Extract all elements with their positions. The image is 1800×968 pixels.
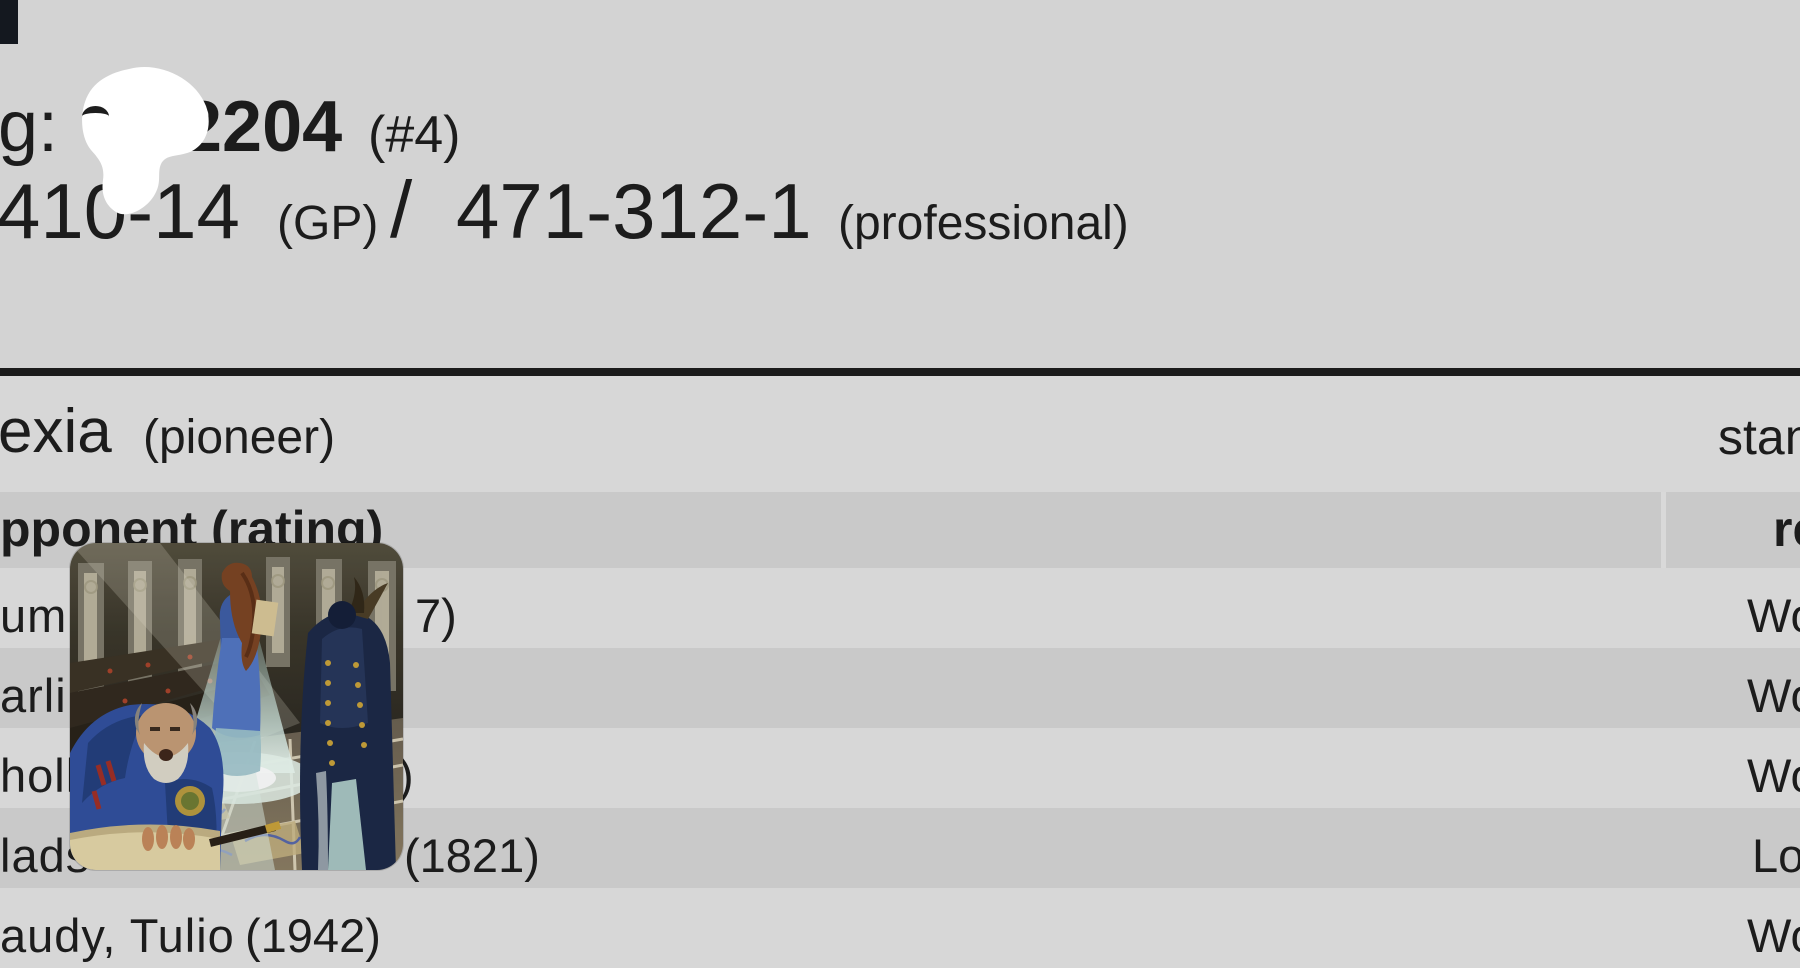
tournament-format-label: (pioneer) (143, 411, 336, 464)
rating-rank: (#4) (368, 106, 461, 164)
tournament-row (0, 376, 1800, 492)
card-art-image (70, 543, 403, 870)
match-result: Won (1747, 749, 1800, 802)
match-result: Won (1747, 669, 1800, 722)
tournament-name-link[interactable]: exia (0, 397, 112, 466)
opponent-name-link[interactable]: arli (0, 669, 67, 722)
opponent-rating: (1821) (404, 829, 540, 882)
result-column-header: result (1773, 501, 1800, 557)
match-result: Lost (1752, 829, 1800, 882)
standings-link[interactable]: standings (1718, 409, 1800, 465)
table-row: audy, Tulio (1942) Won (0, 888, 1800, 968)
record-separator: / (390, 165, 413, 254)
record-pro-value: 471-312-1 (456, 167, 812, 255)
opponent-name-link[interactable]: holl (0, 749, 78, 802)
opponent-name-link[interactable]: audy, Tulio (0, 909, 235, 962)
match-result: Won (1747, 909, 1800, 962)
card-art-illustration (70, 543, 403, 870)
match-result: Won (1747, 589, 1800, 642)
rating-value: 2204 (182, 87, 343, 167)
opponent-rating: 7) (415, 589, 457, 642)
rating-label-fragment: g: (0, 87, 59, 167)
record-gp-label: (GP) (277, 197, 379, 250)
record-pro-label: (professional) (838, 197, 1129, 250)
hidden-digit-top-fragment (82, 106, 109, 127)
section-divider-rule (0, 368, 1800, 376)
cut-off-glyph-fragment (0, 0, 18, 44)
white-blob-overlay (82, 67, 209, 215)
opponent-name-link[interactable]: um (0, 589, 68, 642)
opponent-rating: (1942) (245, 909, 381, 962)
